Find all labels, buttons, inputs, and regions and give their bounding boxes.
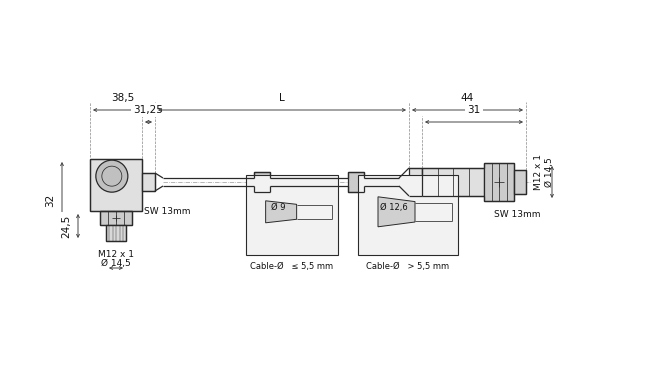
Text: Ø 14,5: Ø 14,5 bbox=[545, 157, 554, 187]
Bar bbox=[100, 211, 132, 225]
Bar bbox=[358, 175, 458, 255]
Text: Ø 12,6: Ø 12,6 bbox=[380, 203, 408, 212]
Text: SW 13mm: SW 13mm bbox=[494, 210, 541, 219]
Bar bbox=[422, 168, 484, 196]
Text: 32: 32 bbox=[45, 194, 55, 207]
Text: 31: 31 bbox=[467, 105, 481, 115]
Text: M12 x 1: M12 x 1 bbox=[98, 250, 134, 259]
Text: 38,5: 38,5 bbox=[111, 93, 134, 103]
Text: Ø 9: Ø 9 bbox=[271, 203, 286, 212]
Text: 24,5: 24,5 bbox=[61, 214, 71, 238]
Polygon shape bbox=[265, 201, 297, 223]
Polygon shape bbox=[378, 197, 415, 227]
Circle shape bbox=[96, 160, 128, 192]
Text: SW 13mm: SW 13mm bbox=[144, 207, 190, 216]
Bar bbox=[514, 170, 526, 194]
Bar bbox=[484, 163, 514, 201]
Bar bbox=[409, 168, 422, 196]
Text: Cable-Ø   > 5,5 mm: Cable-Ø > 5,5 mm bbox=[366, 262, 450, 271]
Text: M12 x 1: M12 x 1 bbox=[534, 154, 543, 190]
Text: Cable-Ø   ≤ 5,5 mm: Cable-Ø ≤ 5,5 mm bbox=[251, 262, 334, 271]
Text: Ø 14,5: Ø 14,5 bbox=[101, 259, 131, 268]
Text: 31,25: 31,25 bbox=[134, 105, 164, 115]
Text: L: L bbox=[279, 93, 285, 103]
Bar bbox=[142, 173, 155, 191]
Bar bbox=[90, 159, 142, 211]
Bar bbox=[106, 225, 126, 241]
Bar bbox=[246, 175, 338, 255]
Bar bbox=[348, 172, 364, 192]
Bar bbox=[254, 172, 270, 192]
Text: 44: 44 bbox=[461, 93, 474, 103]
